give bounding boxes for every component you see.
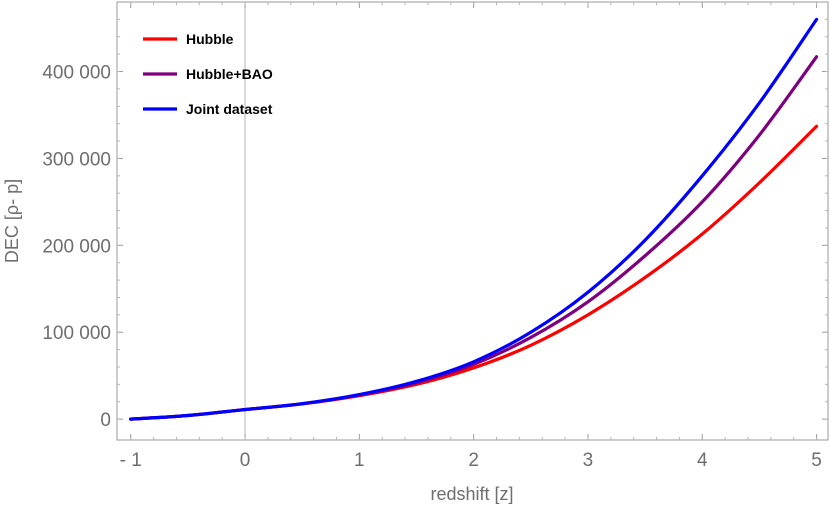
y-tick-label: 200 000 (42, 236, 111, 257)
x-axis-ticks: - 1 0 1 2 3 4 5 (120, 2, 822, 471)
series-line-joint-dataset (129, 17, 819, 421)
legend: Hubble Hubble+BAO Joint dataset (143, 31, 273, 117)
x-tick-label: 5 (811, 450, 822, 471)
y-tick-label: 100 000 (42, 323, 111, 344)
y-axis-ticks: 0 100 000 200 000 300 000 400 000 (42, 18, 828, 431)
x-tick-label: 4 (697, 450, 708, 471)
x-tick-label: 1 (354, 450, 365, 471)
series-lines (129, 17, 819, 421)
x-tick-label: 2 (468, 450, 479, 471)
y-tick-label: 400 000 (42, 63, 111, 84)
y-axis-title: DEC [ρ- p] (2, 179, 22, 263)
y-tick-label: 0 (100, 410, 111, 431)
x-tick-label: 3 (583, 450, 594, 471)
y-tick-label: 300 000 (42, 149, 111, 170)
plot-frame (116, 1, 829, 441)
x-axis-title: redshift [z] (430, 484, 513, 504)
legend-label: Joint dataset (186, 101, 273, 117)
x-tick-label: 0 (240, 450, 251, 471)
legend-label: Hubble+BAO (186, 66, 273, 82)
legend-label: Hubble (186, 31, 234, 47)
series-line-hubble (129, 124, 819, 421)
x-tick-label: - 1 (120, 450, 142, 471)
